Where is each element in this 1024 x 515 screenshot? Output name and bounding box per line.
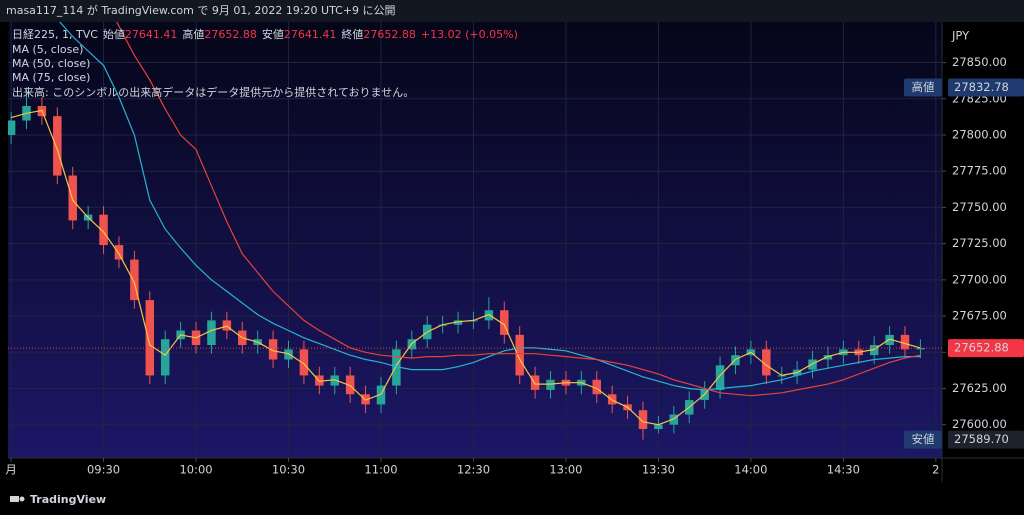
candle-body bbox=[345, 375, 355, 395]
ohlc-label: 高値 bbox=[182, 27, 204, 41]
candle-body bbox=[900, 334, 910, 350]
ohlc-label: 始値 bbox=[103, 27, 125, 41]
candle-body bbox=[99, 214, 108, 246]
candle-body bbox=[546, 379, 555, 390]
low-tag-box bbox=[904, 430, 942, 449]
x-tick-label: 14:00 bbox=[734, 463, 767, 477]
candle-body bbox=[823, 355, 833, 360]
change: +13.02 (+0.05%) bbox=[421, 28, 518, 41]
candle-body bbox=[638, 410, 648, 430]
high-tag: 高値 bbox=[912, 80, 935, 94]
x-tick-label: 12:30 bbox=[457, 463, 490, 477]
candle-body bbox=[916, 348, 925, 350]
plot-area bbox=[8, 22, 942, 458]
candle-body bbox=[669, 414, 679, 425]
indicator-label: MA (75, close) bbox=[12, 71, 90, 84]
y-tick-label: 27775.00 bbox=[952, 164, 1007, 178]
candle-body bbox=[762, 349, 771, 376]
last-price-box bbox=[948, 339, 1024, 358]
low-tag: 安値 bbox=[912, 432, 935, 446]
candle-body bbox=[484, 310, 494, 321]
candle-body bbox=[592, 379, 601, 395]
candle-body bbox=[53, 116, 62, 176]
ohlc-value: 27652.88 bbox=[363, 28, 416, 41]
candle-body bbox=[160, 339, 170, 376]
ma-line bbox=[10, 109, 921, 426]
candle-body bbox=[453, 320, 463, 325]
indicator-label: MA (5, close) bbox=[12, 43, 83, 56]
candle-body bbox=[284, 349, 293, 360]
x-tick-label: 月 bbox=[5, 463, 17, 477]
x-tick-label: 10:00 bbox=[179, 463, 212, 477]
indicator-label: MA (50, close) bbox=[12, 57, 90, 70]
y-tick-label: 27800.00 bbox=[952, 127, 1007, 141]
y-tick-label: 27625.00 bbox=[952, 381, 1007, 395]
y-tick-label: 27750.00 bbox=[952, 200, 1007, 214]
x-tick-label: 10:30 bbox=[272, 463, 305, 477]
ohlc-legend: 日経225, 1, TVC 始値27641.41 高値27652.88 安値27641… bbox=[12, 27, 518, 41]
ohlc-value: 27652.88 bbox=[204, 28, 257, 41]
candle-body bbox=[654, 424, 663, 430]
y-tick-label: 27725.00 bbox=[952, 236, 1007, 250]
candle-body bbox=[145, 300, 155, 376]
y-tick-label: 27600.00 bbox=[952, 417, 1007, 431]
candle-body bbox=[268, 339, 278, 360]
logo bbox=[10, 496, 19, 502]
volume-note: 出来高: このシンボルの出来高データはデータ提供元から提供されておりません。 bbox=[12, 85, 414, 99]
candle-body bbox=[500, 310, 509, 335]
candle-body bbox=[515, 334, 524, 376]
brand-text: TradingView bbox=[30, 493, 106, 506]
ohlc-label: 安値 bbox=[262, 27, 284, 41]
currency: JPY bbox=[951, 29, 970, 43]
x-tick-label: 2 bbox=[932, 463, 939, 477]
low-value-box bbox=[948, 430, 1024, 449]
logo bbox=[19, 496, 25, 502]
candle-body bbox=[222, 320, 232, 331]
high-value-box bbox=[948, 78, 1024, 97]
y-tick-label: 27850.00 bbox=[952, 55, 1007, 69]
x-tick-label: 13:30 bbox=[642, 463, 675, 477]
high-value: 27832.78 bbox=[954, 80, 1009, 94]
ohlc-value: 27641.41 bbox=[284, 28, 337, 41]
candle-body bbox=[808, 359, 817, 370]
candle-body bbox=[299, 349, 309, 376]
candle-body bbox=[530, 375, 540, 390]
header-bar bbox=[0, 0, 1024, 22]
candle-body bbox=[715, 365, 725, 390]
last-price-label: 27652.88 bbox=[954, 341, 1009, 355]
high-tag-box bbox=[904, 78, 942, 97]
candle-body bbox=[207, 320, 216, 346]
y-tick-label: 27700.00 bbox=[952, 272, 1007, 286]
x-tick-label: 13:00 bbox=[549, 463, 582, 477]
x-tick-label: 14:30 bbox=[827, 463, 860, 477]
y-tick-label: 27675.00 bbox=[952, 309, 1007, 323]
candle-body bbox=[8, 120, 16, 135]
candle-body bbox=[869, 345, 879, 356]
candle-body bbox=[114, 245, 124, 260]
candle-body bbox=[392, 349, 401, 386]
low-value: 27589.70 bbox=[954, 432, 1009, 446]
ma-line bbox=[116, 22, 921, 397]
candle-body bbox=[885, 334, 894, 346]
ohlc-label: 終値 bbox=[341, 27, 363, 41]
x-tick-label: 11:00 bbox=[364, 463, 397, 477]
brand: TradingView bbox=[10, 493, 106, 506]
ohlc-value: 27641.41 bbox=[125, 28, 178, 41]
candle-body bbox=[330, 375, 339, 386]
candle-body bbox=[130, 259, 139, 301]
x-tick-label: 09:30 bbox=[87, 463, 120, 477]
ma-line bbox=[59, 22, 921, 391]
symbol: 日経225, 1, TVC bbox=[12, 28, 98, 41]
candle-body bbox=[68, 175, 77, 221]
candle-body bbox=[376, 385, 386, 405]
publisher-line: masa117_114 が TradingView.com で 9月 01, 2… bbox=[6, 3, 396, 17]
